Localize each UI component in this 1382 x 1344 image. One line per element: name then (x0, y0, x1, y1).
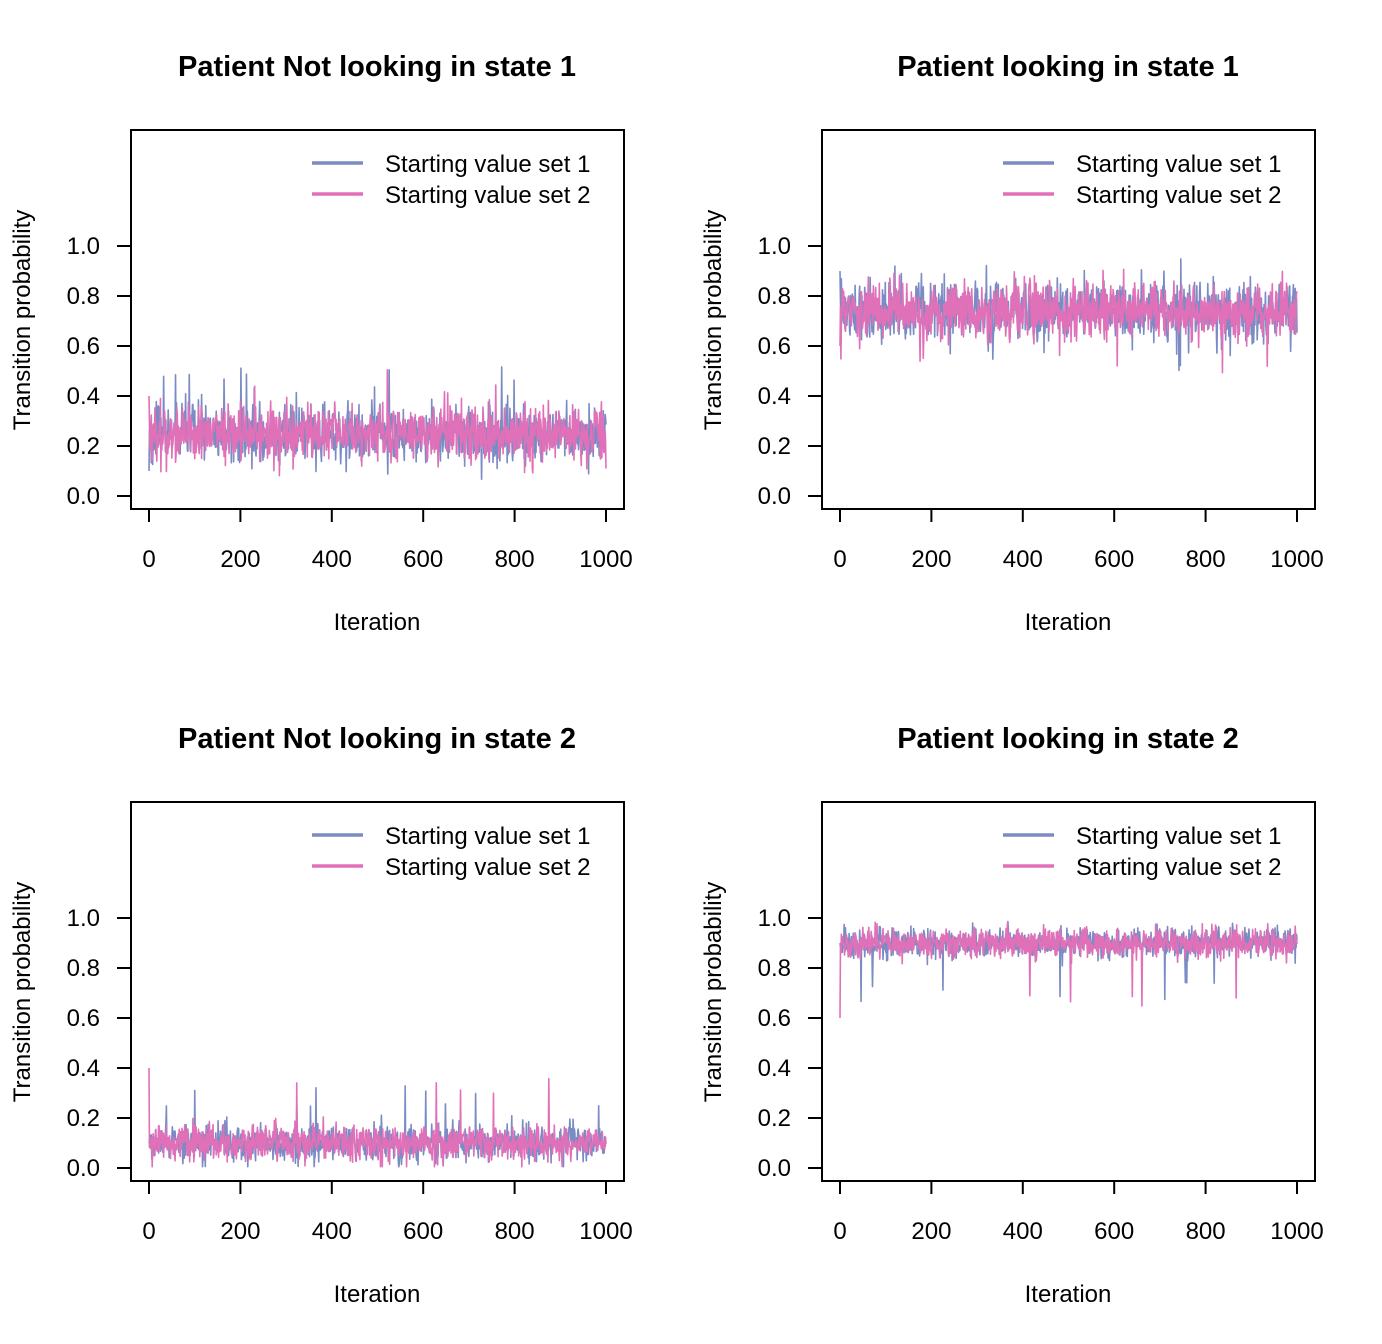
y-tick-label: 0.6 (67, 1005, 100, 1032)
legend: Starting value set 1 Starting value set 2 (1003, 151, 1281, 209)
y-tick-label: 1.0 (758, 905, 791, 932)
y-tick-label: 0.8 (67, 955, 100, 982)
legend: Starting value set 1 Starting value set 2 (1003, 823, 1281, 881)
panel-4: Patient looking in state 2 0 200 400 600 800 1… (700, 723, 1324, 1308)
x-axis-label: Iteration (334, 1281, 421, 1308)
y-tick-label: 0.4 (67, 1055, 100, 1082)
x-tick-label: 800 (1186, 546, 1226, 573)
y-tick-label: 0.8 (67, 283, 100, 310)
y-axis-label: Transition probability (9, 210, 36, 431)
x-tick-label: 400 (312, 1218, 352, 1245)
panel-3: Patient Not looking in state 2 0 200 400 600… (9, 723, 633, 1308)
series-line-2 (839, 921, 1298, 1019)
panel-2: Patient looking in state 1 0 200 400 600 800 1… (700, 51, 1324, 636)
y-tick-label: 0.4 (758, 1055, 791, 1082)
x-tick-label: 400 (1003, 546, 1043, 573)
x-tick-label: 600 (403, 546, 443, 573)
x-tick-label: 200 (220, 1218, 260, 1245)
legend-label-1: Starting value set 1 (385, 151, 590, 178)
y-tick-label: 0.0 (758, 483, 791, 510)
x-tick-label: 600 (403, 1218, 443, 1245)
series-line-2 (839, 268, 1298, 374)
series-line-2 (148, 369, 607, 477)
y-tick-label: 0.2 (758, 433, 791, 460)
x-axis-label: Iteration (1025, 609, 1112, 636)
legend-label-2: Starting value set 2 (1076, 182, 1281, 209)
x-tick-label: 1000 (579, 1218, 632, 1245)
x-tick-label: 200 (911, 1218, 951, 1245)
x-tick-label: 1000 (579, 546, 632, 573)
x-axis-label: Iteration (334, 609, 421, 636)
legend-label-2: Starting value set 2 (385, 182, 590, 209)
y-tick-label: 1.0 (67, 905, 100, 932)
legend-label-1: Starting value set 1 (1076, 823, 1281, 850)
x-tick-label: 600 (1094, 1218, 1134, 1245)
x-tick-label: 1000 (1270, 1218, 1323, 1245)
x-tick-label: 600 (1094, 546, 1134, 573)
y-axis-label: Transition probability (700, 210, 727, 431)
x-tick-label: 200 (911, 546, 951, 573)
legend: Starting value set 1 Starting value set 2 (312, 151, 590, 209)
y-tick-label: 0.2 (67, 1105, 100, 1132)
legend-label-1: Starting value set 1 (1076, 151, 1281, 178)
x-tick-label: 800 (495, 546, 535, 573)
y-tick-label: 0.0 (67, 483, 100, 510)
chart-title: Patient Not looking in state 2 (178, 723, 576, 755)
legend: Starting value set 1 Starting value set 2 (312, 823, 590, 881)
x-tick-label: 400 (312, 546, 352, 573)
y-tick-label: 0.2 (758, 1105, 791, 1132)
legend-label-1: Starting value set 1 (385, 823, 590, 850)
y-tick-label: 0.0 (758, 1155, 791, 1182)
y-tick-label: 0.4 (758, 383, 791, 410)
y-tick-label: 0.4 (67, 383, 100, 410)
legend-label-2: Starting value set 2 (385, 854, 590, 881)
x-tick-label: 800 (1186, 1218, 1226, 1245)
x-tick-label: 800 (495, 1218, 535, 1245)
x-axis-label: Iteration (1025, 1281, 1112, 1308)
y-tick-label: 0.2 (67, 433, 100, 460)
y-tick-label: 0.8 (758, 955, 791, 982)
legend-label-2: Starting value set 2 (1076, 854, 1281, 881)
chart-title: Patient looking in state 1 (897, 51, 1239, 83)
x-tick-label: 1000 (1270, 546, 1323, 573)
x-tick-label: 0 (833, 1218, 846, 1245)
series-line-2 (148, 1067, 607, 1168)
y-tick-label: 0.0 (67, 1155, 100, 1182)
y-tick-label: 0.6 (758, 333, 791, 360)
y-tick-label: 0.6 (758, 1005, 791, 1032)
x-tick-label: 0 (142, 1218, 155, 1245)
y-tick-label: 0.6 (67, 333, 100, 360)
x-tick-label: 0 (142, 546, 155, 573)
y-axis-label: Transition probability (700, 882, 727, 1103)
panel-1: Patient Not looking in state 1 0 200 400 600… (9, 51, 633, 636)
x-tick-label: 0 (833, 546, 846, 573)
y-axis-label: Transition probability (9, 882, 36, 1103)
y-tick-label: 1.0 (758, 233, 791, 260)
x-tick-label: 400 (1003, 1218, 1043, 1245)
chart-title: Patient Not looking in state 1 (178, 51, 576, 83)
chart-title: Patient looking in state 2 (897, 723, 1239, 755)
y-tick-label: 0.8 (758, 283, 791, 310)
x-tick-label: 200 (220, 546, 260, 573)
y-tick-label: 1.0 (67, 233, 100, 260)
